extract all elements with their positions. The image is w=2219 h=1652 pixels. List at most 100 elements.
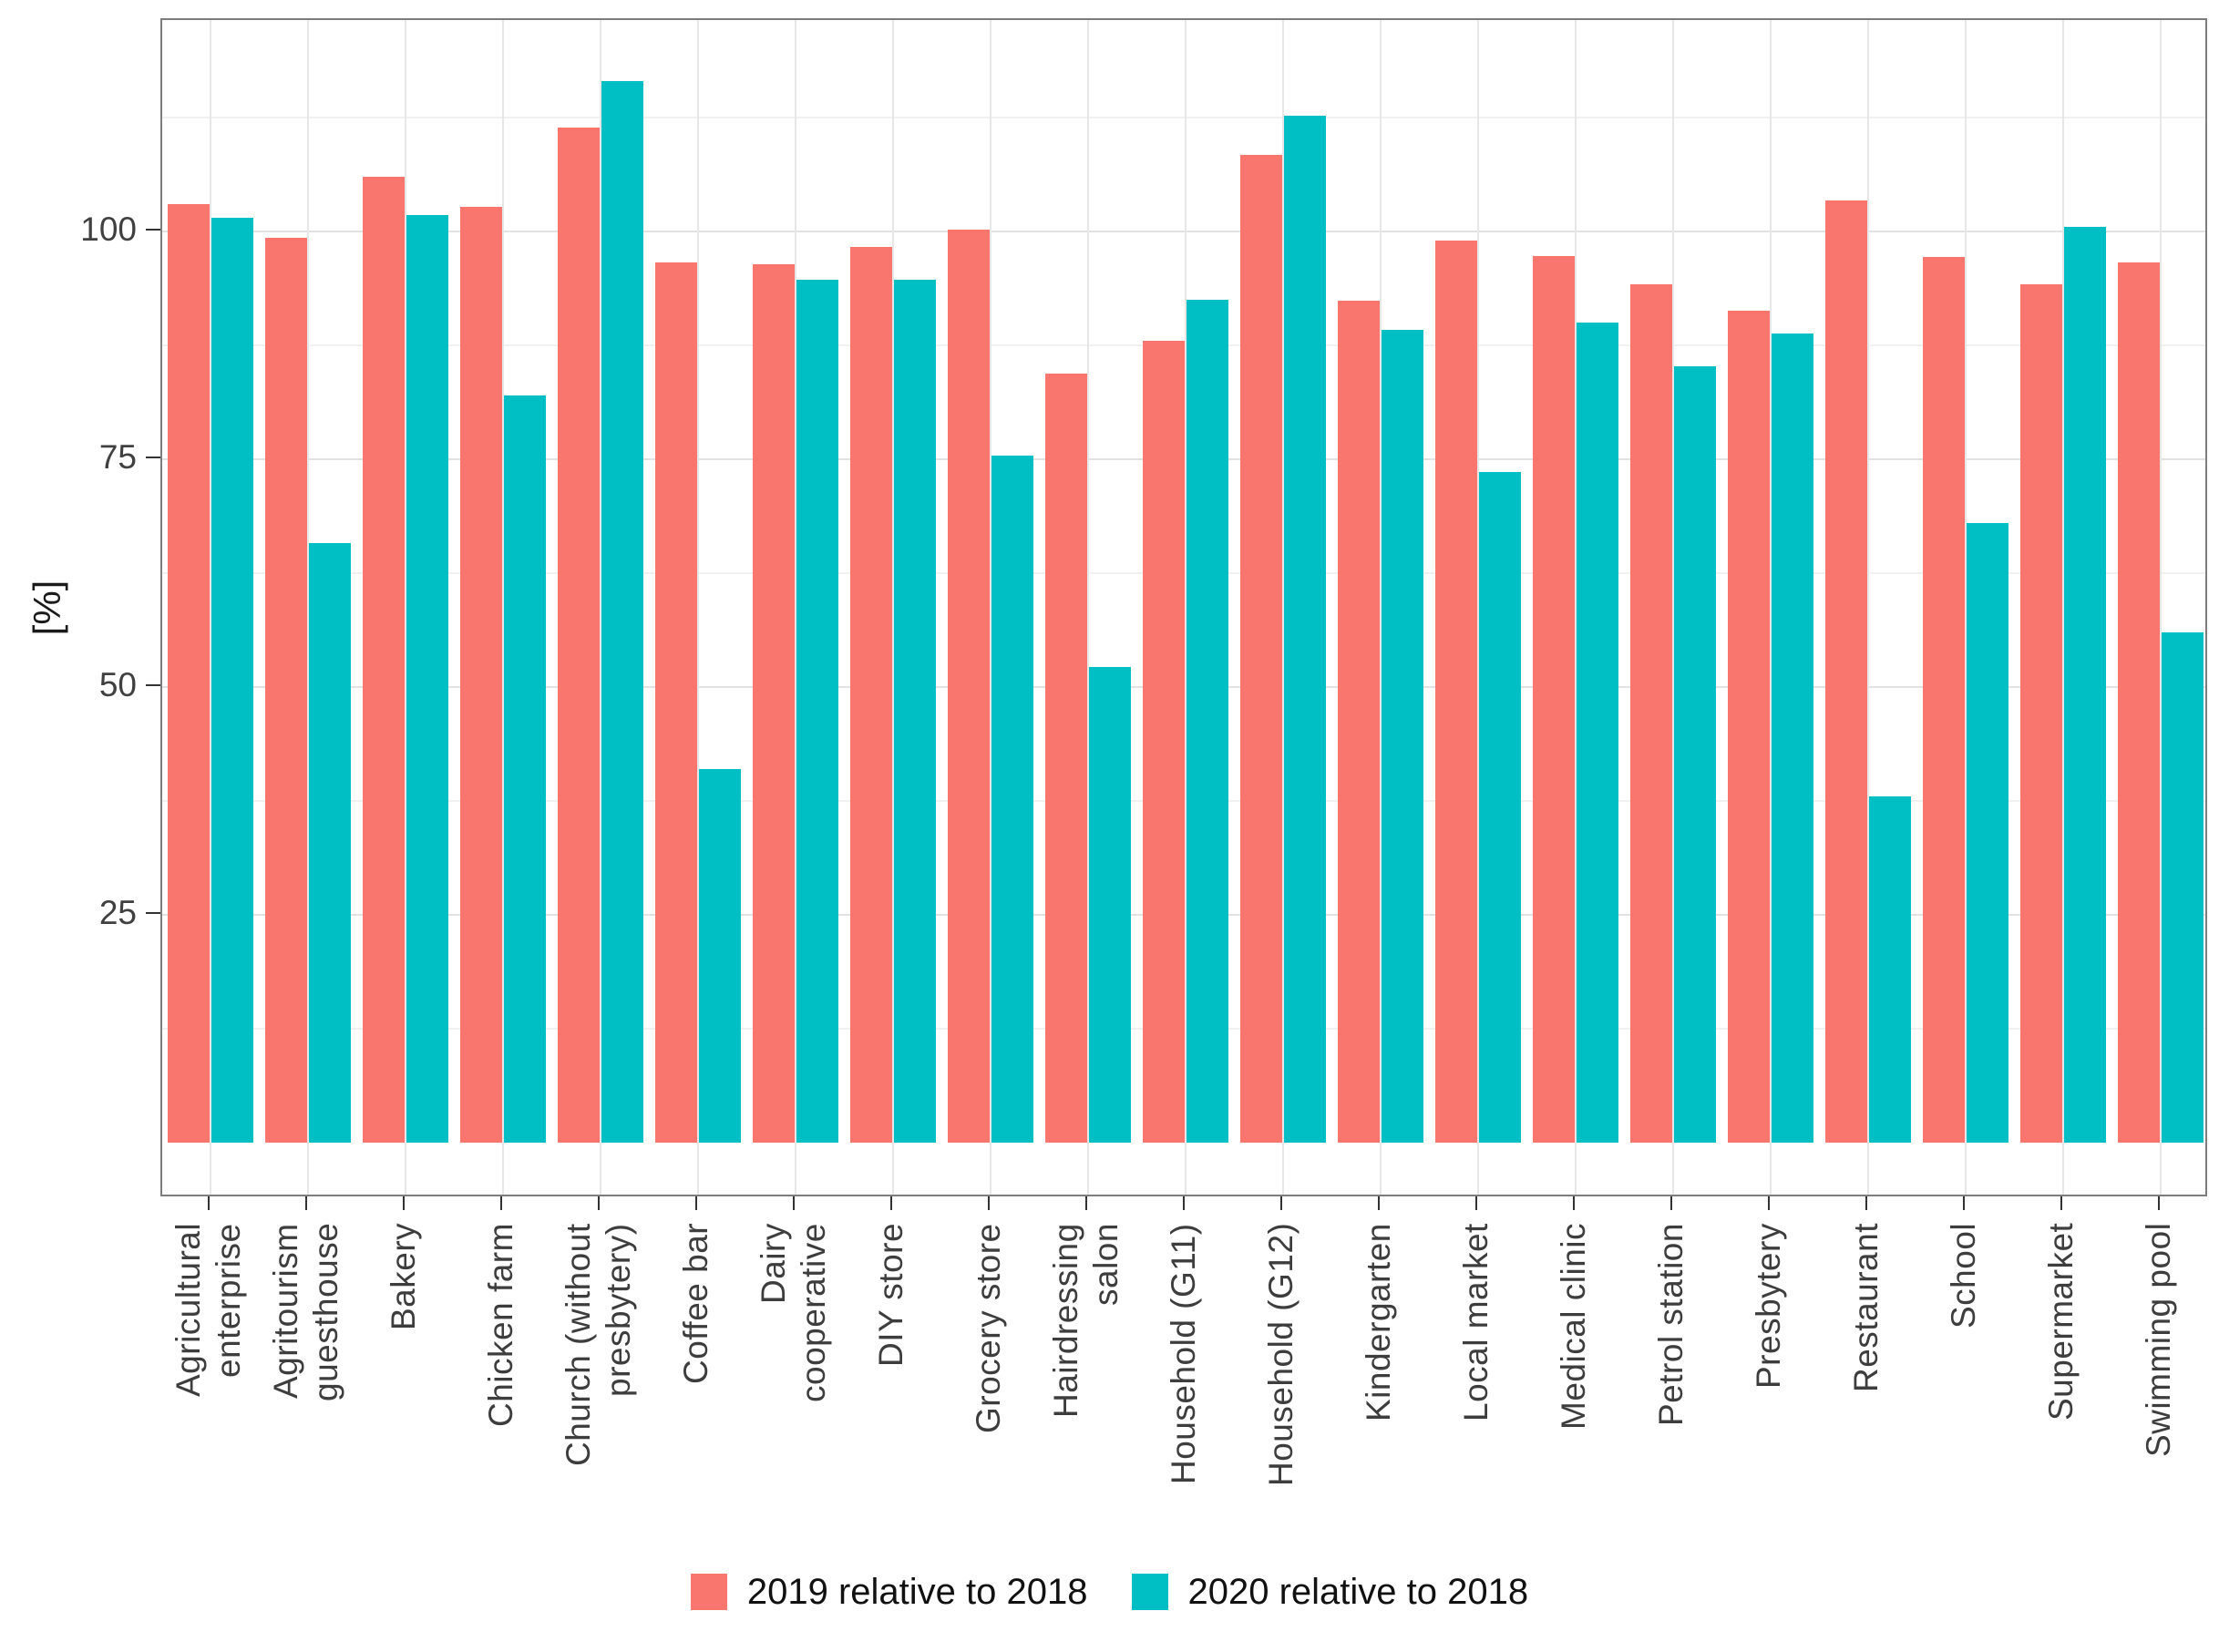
bar <box>460 206 503 1143</box>
x-tick-mark <box>208 1196 211 1210</box>
gridline-vertical <box>892 20 895 1195</box>
gridline-vertical <box>1866 20 1869 1195</box>
x-tick-mark <box>2157 1196 2160 1210</box>
gridline-vertical <box>1671 20 1674 1195</box>
y-tick-mark <box>146 228 160 231</box>
bar <box>753 263 796 1143</box>
x-tick-mark <box>598 1196 601 1210</box>
gridline-vertical <box>1185 20 1187 1195</box>
x-tick-mark <box>305 1196 308 1210</box>
x-category-label: Supermarket <box>2041 1223 2080 1421</box>
gridline-vertical <box>307 20 310 1195</box>
bar <box>655 262 698 1143</box>
gridline-vertical <box>405 20 407 1195</box>
legend-swatch-2020 <box>1131 1574 1168 1610</box>
bar <box>504 395 547 1143</box>
bar <box>1532 255 1575 1143</box>
bar <box>1239 154 1282 1143</box>
bar <box>1045 373 1088 1143</box>
gridline-vertical <box>502 20 505 1195</box>
legend-label-2020: 2020 relative to 2018 <box>1187 1571 1529 1612</box>
bar <box>991 455 1034 1143</box>
x-category-label: Dairy cooperative <box>755 1223 833 1402</box>
y-tick-mark <box>146 911 160 914</box>
gridline-vertical <box>1964 20 1967 1195</box>
bar <box>1143 340 1185 1143</box>
gridline-vertical <box>2159 20 2162 1195</box>
bar <box>1283 115 1326 1143</box>
legend-item-2020: 2020 relative to 2018 <box>1131 1571 1529 1613</box>
bar <box>211 217 254 1143</box>
x-category-label: Bakery <box>385 1223 423 1331</box>
x-tick-mark <box>1669 1196 1672 1210</box>
bar <box>1922 256 1965 1143</box>
y-axis-title: [%] <box>26 580 68 635</box>
gridline-vertical <box>1574 20 1577 1195</box>
gridline-vertical <box>990 20 992 1195</box>
x-tick-mark <box>1767 1196 1770 1210</box>
bar <box>363 176 406 1143</box>
gridline-major <box>162 230 2205 232</box>
y-tick-label: 25 <box>98 893 137 931</box>
bar <box>1629 283 1672 1143</box>
legend-label-2019: 2019 relative to 2018 <box>746 1571 1088 1612</box>
bar <box>1337 300 1380 1143</box>
gridline-minor <box>162 116 2205 118</box>
x-category-label: Coffee bar <box>677 1223 715 1385</box>
bar <box>601 80 644 1143</box>
bar <box>1381 329 1423 1143</box>
x-category-label: Hairdressing salon <box>1047 1223 1125 1418</box>
gridline-vertical <box>1087 20 1090 1195</box>
gridline-vertical <box>210 20 212 1195</box>
x-tick-mark <box>1572 1196 1575 1210</box>
bar <box>1824 200 1867 1143</box>
x-tick-mark <box>1962 1196 1965 1210</box>
bar <box>2063 226 2106 1143</box>
bar <box>796 279 839 1143</box>
x-tick-mark <box>1183 1196 1185 1210</box>
x-tick-mark <box>1377 1196 1380 1210</box>
bar <box>309 542 352 1143</box>
bar <box>1187 299 1228 1143</box>
x-category-label: Petrol station <box>1651 1223 1690 1426</box>
plot-panel <box>160 18 2207 1196</box>
x-category-label: Church (without presbytery) <box>560 1223 638 1466</box>
x-tick-mark <box>500 1196 503 1210</box>
bar <box>1089 666 1132 1143</box>
bar <box>2161 631 2204 1143</box>
bar <box>168 203 211 1143</box>
gridline-vertical <box>1379 20 1382 1195</box>
y-tick-label: 75 <box>98 437 137 476</box>
y-tick-label: 100 <box>80 210 137 248</box>
bar <box>1673 365 1716 1143</box>
bar <box>948 229 991 1143</box>
bar <box>1576 322 1618 1143</box>
x-tick-mark <box>1279 1196 1282 1210</box>
x-category-label: Chicken farm <box>482 1223 520 1427</box>
y-tick-label: 50 <box>98 665 137 703</box>
bar <box>699 768 742 1143</box>
x-tick-mark <box>793 1196 796 1210</box>
x-category-label: Grocery store <box>970 1223 1008 1433</box>
gridline-vertical <box>1281 20 1284 1195</box>
x-tick-mark <box>403 1196 406 1210</box>
x-tick-mark <box>2060 1196 2062 1210</box>
x-category-label: Agritourism guesthouse <box>267 1223 345 1402</box>
bar <box>894 279 937 1143</box>
bar <box>1868 795 1911 1143</box>
x-category-label: Household (G11) <box>1165 1223 1202 1484</box>
bar <box>2019 283 2062 1143</box>
gridline-vertical <box>1476 20 1479 1195</box>
x-tick-mark <box>1474 1196 1477 1210</box>
bar <box>1771 333 1813 1143</box>
x-category-label: Medical clinic <box>1554 1223 1592 1431</box>
bar <box>1966 522 2008 1143</box>
x-category-label: Presbytery <box>1749 1223 1787 1389</box>
bar <box>1434 240 1477 1143</box>
gridline-vertical <box>1769 20 1772 1195</box>
x-tick-mark <box>988 1196 991 1210</box>
x-tick-mark <box>1085 1196 1088 1210</box>
gridline-vertical <box>795 20 797 1195</box>
bar <box>406 214 449 1143</box>
